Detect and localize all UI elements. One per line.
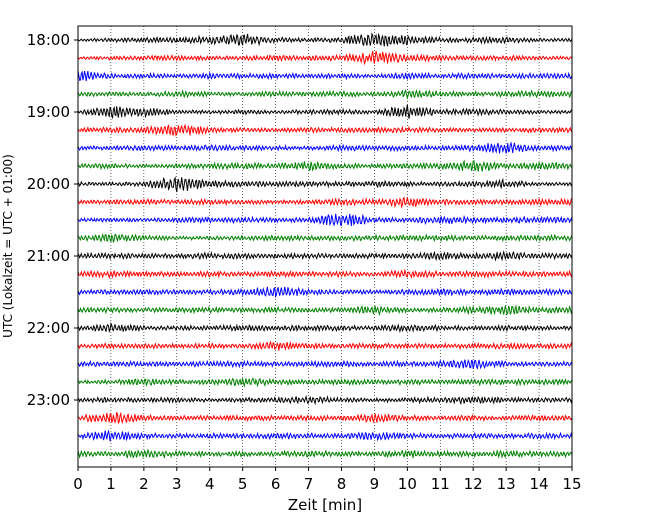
x-tick-label: 6 bbox=[271, 475, 281, 493]
trace-group bbox=[77, 32, 573, 459]
y-axis-label: UTC (Lokalzeit = UTC + 01:00) bbox=[1, 154, 15, 338]
y-tick-label: 18:00 bbox=[27, 31, 70, 49]
seismogram-trace bbox=[77, 250, 573, 262]
x-tick-label: 7 bbox=[304, 475, 314, 493]
x-tick-label: 12 bbox=[464, 475, 483, 493]
y-tick-label: 21:00 bbox=[27, 247, 70, 265]
seismogram-trace bbox=[77, 321, 573, 334]
seismogram-trace bbox=[77, 88, 573, 100]
seismogram-trace bbox=[77, 104, 573, 120]
seismogram-trace bbox=[77, 232, 573, 243]
seismogram-trace bbox=[77, 358, 573, 371]
x-tick-label: 8 bbox=[337, 475, 347, 493]
x-tick-label: 11 bbox=[431, 475, 450, 493]
seismogram-trace bbox=[77, 340, 573, 351]
x-tick-label: 10 bbox=[398, 475, 417, 493]
seismogram-trace bbox=[77, 394, 573, 406]
seismogram-trace bbox=[77, 141, 573, 154]
x-tick-label: 9 bbox=[370, 475, 380, 493]
seismogram-trace bbox=[77, 159, 573, 172]
seismogram-trace bbox=[77, 286, 573, 299]
seismogram-trace bbox=[77, 123, 573, 137]
x-tick-label: 4 bbox=[205, 475, 215, 493]
seismogram-trace bbox=[77, 176, 573, 193]
x-tick-label: 2 bbox=[139, 475, 149, 493]
y-axis: 18:00 19:00 20:00 21:00 22:00 23:00 bbox=[27, 31, 78, 409]
x-tick-label: 0 bbox=[73, 475, 83, 493]
seismogram-trace bbox=[77, 429, 573, 442]
x-tick-label: 3 bbox=[172, 475, 182, 493]
seismogram-trace bbox=[77, 213, 573, 227]
y-tick-label: 19:00 bbox=[27, 103, 70, 121]
seismogram-trace bbox=[77, 448, 573, 459]
y-tick-label: 20:00 bbox=[27, 175, 70, 193]
y-tick-label: 23:00 bbox=[27, 391, 70, 409]
seismogram-trace bbox=[77, 32, 573, 47]
x-tick-label: 5 bbox=[238, 475, 248, 493]
x-axis-label: Zeit [min] bbox=[288, 496, 362, 514]
seismogram-trace bbox=[77, 411, 573, 425]
x-tick-label: 13 bbox=[497, 475, 516, 493]
x-tick-label: 1 bbox=[106, 475, 116, 493]
seismogram-trace bbox=[77, 196, 573, 209]
x-tick-label: 14 bbox=[530, 475, 549, 493]
x-tick-label: 15 bbox=[562, 475, 581, 493]
y-tick-label: 22:00 bbox=[27, 319, 70, 337]
seismogram-trace bbox=[77, 268, 573, 280]
plot-frame bbox=[77, 25, 573, 468]
seismogram-trace bbox=[77, 70, 573, 82]
x-axis: 0 1 2 3 4 5 6 7 8 9 10 11 12 13 14 15 bbox=[73, 467, 582, 493]
seismogram-trace bbox=[77, 50, 573, 66]
seismogram-trace bbox=[77, 304, 573, 317]
seismogram-trace bbox=[77, 377, 573, 388]
